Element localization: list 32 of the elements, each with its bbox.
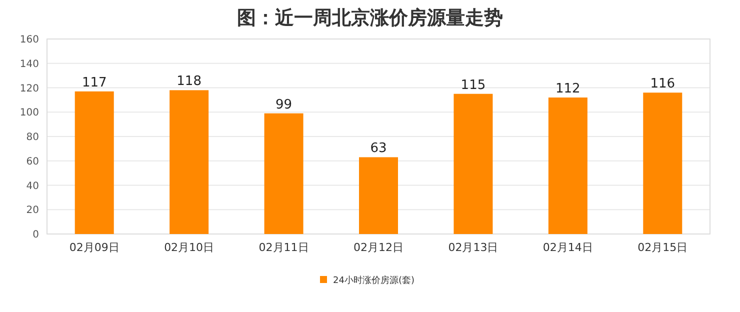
y-tick-label: 40 [26, 180, 39, 192]
y-tick-label: 80 [26, 132, 39, 143]
bar [359, 157, 398, 234]
chart-title: 图：近一周北京涨价房源量走势 [237, 7, 503, 29]
y-tick-label: 20 [26, 205, 39, 216]
x-tick-label: 02月11日 [258, 241, 309, 254]
data-label: 63 [370, 141, 387, 156]
y-tick-label: 120 [20, 83, 39, 94]
data-label: 118 [176, 74, 202, 90]
y-tick-label: 140 [20, 58, 39, 70]
y-tick-label: 100 [20, 108, 39, 119]
y-tick-label: 60 [26, 156, 39, 168]
data-label: 115 [460, 78, 486, 93]
bar [643, 92, 682, 234]
y-tick-label: 0 [32, 230, 39, 240]
y-tick-label: 160 [20, 34, 39, 46]
x-tick-label: 02月09日 [69, 241, 120, 254]
legend-label: 24小时涨价房源(套) [333, 275, 414, 286]
bar [454, 94, 493, 234]
data-label: 99 [276, 97, 292, 112]
x-tick-label: 02月12日 [354, 241, 404, 254]
data-label: 117 [82, 75, 107, 90]
bar [170, 90, 209, 234]
data-label: 116 [650, 76, 676, 92]
data-label: 112 [556, 82, 580, 96]
bar [74, 91, 114, 234]
bar [264, 113, 304, 234]
x-tick-label: 02月15日 [638, 241, 688, 254]
x-tick-label: 02月13日 [448, 241, 498, 254]
x-tick-label: 02月10日 [164, 241, 214, 254]
x-tick-label: 02月14日 [542, 241, 593, 254]
bar [548, 98, 588, 234]
